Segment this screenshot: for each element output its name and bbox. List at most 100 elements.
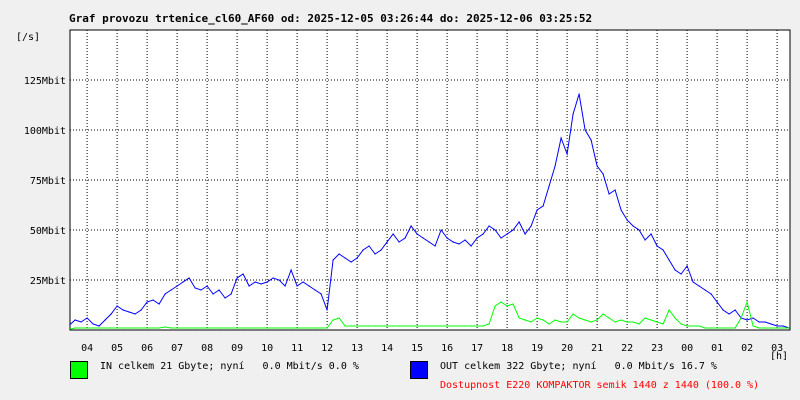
- data-point-out: [458, 243, 460, 245]
- data-point-out: [764, 321, 766, 323]
- data-point-out: [656, 245, 658, 247]
- data-point-out: [698, 285, 700, 287]
- data-point-out: [146, 301, 148, 303]
- data-point-out: [494, 229, 496, 231]
- data-point-out: [758, 321, 760, 323]
- data-point-out: [230, 293, 232, 295]
- data-point-out: [566, 153, 568, 155]
- data-point-out: [206, 285, 208, 287]
- data-point-out: [722, 309, 724, 311]
- data-point-out: [212, 293, 214, 295]
- series-group: [70, 93, 790, 330]
- data-point-in: [590, 321, 592, 323]
- data-point-in: [92, 327, 94, 329]
- x-tick-label: 20: [561, 343, 573, 354]
- data-point-in: [458, 325, 460, 327]
- data-point-out: [470, 245, 472, 247]
- data-point-in: [392, 325, 394, 327]
- data-point-out: [584, 129, 586, 131]
- x-tick-label: 13: [351, 343, 363, 354]
- data-point-in: [344, 325, 346, 327]
- data-point-out: [662, 249, 664, 251]
- data-point-out: [752, 317, 754, 319]
- chart-title: Graf provozu trtenice_cl60_AF60 od: 2025…: [69, 12, 592, 25]
- data-point-out: [242, 273, 244, 275]
- x-tick-label: 09: [231, 343, 243, 354]
- data-point-in: [728, 327, 730, 329]
- y-tick-label: 75Mbit: [30, 176, 66, 187]
- data-point-in: [224, 327, 226, 329]
- data-point-out: [518, 221, 520, 223]
- data-point-out: [236, 277, 238, 279]
- data-point-in: [266, 327, 268, 329]
- x-tick-label: 19: [531, 343, 543, 354]
- data-point-out: [626, 219, 628, 221]
- data-point-out: [506, 233, 508, 235]
- data-point-out: [92, 323, 94, 325]
- data-point-out: [542, 205, 544, 207]
- data-point-out: [704, 289, 706, 291]
- y-tick-label: 50Mbit: [30, 226, 66, 237]
- data-point-out: [218, 289, 220, 291]
- data-point-out: [188, 277, 190, 279]
- data-point-out: [668, 259, 670, 261]
- data-point-in: [554, 319, 556, 321]
- data-point-out: [86, 317, 88, 319]
- data-point-out: [200, 289, 202, 291]
- data-point-in: [788, 327, 790, 329]
- data-point-in: [632, 321, 634, 323]
- data-point-in: [194, 327, 196, 329]
- data-point-in: [260, 327, 262, 329]
- data-point-out: [716, 301, 718, 303]
- data-point-in: [134, 327, 136, 329]
- data-point-in: [680, 323, 682, 325]
- data-point-in: [674, 317, 676, 319]
- data-point-in: [668, 309, 670, 311]
- data-point-out: [134, 313, 136, 315]
- data-point-in: [782, 327, 784, 329]
- data-point-in: [464, 325, 466, 327]
- data-point-in: [434, 325, 436, 327]
- data-point-in: [152, 327, 154, 329]
- x-tick-label: 16: [441, 343, 453, 354]
- data-point-in: [248, 327, 250, 329]
- data-point-out: [344, 257, 346, 259]
- grid: [70, 30, 790, 330]
- data-point-in: [110, 327, 112, 329]
- data-point-out: [374, 253, 376, 255]
- data-point-in: [200, 327, 202, 329]
- data-point-in: [386, 325, 388, 327]
- data-point-in: [578, 317, 580, 319]
- data-point-in: [368, 325, 370, 327]
- data-point-out: [356, 257, 358, 259]
- data-point-in: [752, 325, 754, 327]
- data-point-in: [572, 313, 574, 315]
- data-point-in: [716, 327, 718, 329]
- data-point-in: [452, 325, 454, 327]
- data-point-out: [650, 233, 652, 235]
- x-tick-label: 15: [411, 343, 423, 354]
- data-point-in: [86, 327, 88, 329]
- data-point-in: [524, 319, 526, 321]
- data-point-in: [146, 327, 148, 329]
- data-point-out: [512, 229, 514, 231]
- data-point-in: [764, 327, 766, 329]
- data-point-in: [416, 325, 418, 327]
- data-point-in: [308, 327, 310, 329]
- x-tick-label: 23: [651, 343, 663, 354]
- data-point-out: [554, 165, 556, 167]
- availability-text: Dostupnost E220 KOMPAKTOR semik 1440 z 1…: [440, 380, 760, 391]
- x-tick-label: 03: [771, 343, 783, 354]
- data-point-out: [194, 287, 196, 289]
- data-point-out: [500, 237, 502, 239]
- legend-out-text: OUT celkem 322 Gbyte; nyní 0.0 Mbit/s 16…: [440, 361, 717, 372]
- data-point-out: [620, 209, 622, 211]
- data-point-in: [242, 327, 244, 329]
- data-point-out: [488, 225, 490, 227]
- data-point-in: [584, 319, 586, 321]
- data-point-in: [254, 327, 256, 329]
- data-point-in: [620, 319, 622, 321]
- data-point-in: [644, 317, 646, 319]
- data-point-out: [122, 309, 124, 311]
- data-point-out: [596, 165, 598, 167]
